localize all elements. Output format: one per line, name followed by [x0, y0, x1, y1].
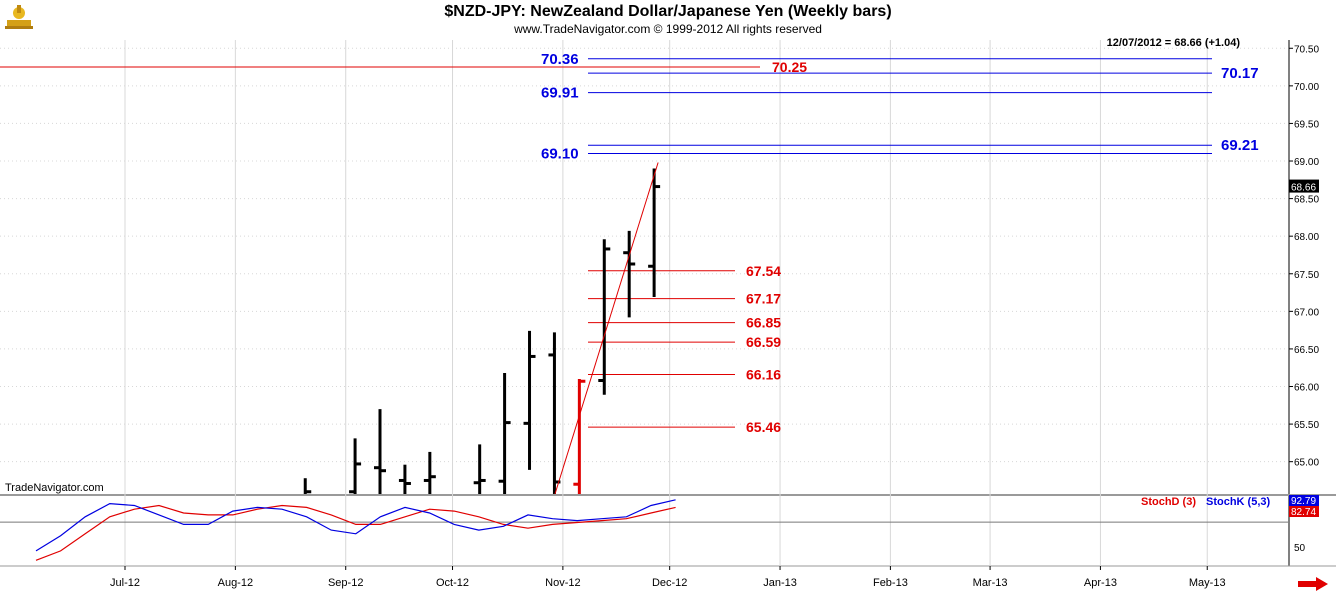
- y-tick-label: 69.50: [1294, 119, 1319, 130]
- last-price-tag: 68.66: [1291, 183, 1316, 194]
- y-tick-label: 65.50: [1294, 420, 1319, 431]
- stoch-k-line: [35, 499, 676, 552]
- red-level-label: 66.59: [746, 334, 781, 350]
- blue-level-label: 70.36: [541, 51, 579, 68]
- chart-subtitle: www.TradeNavigator.com © 1999-2012 All r…: [514, 22, 822, 36]
- stoch-d-line: [35, 504, 676, 561]
- stoch-y-tick-label: 50: [1294, 543, 1306, 554]
- red-level-label: 67.54: [746, 263, 781, 279]
- y-tick-label: 70.50: [1294, 44, 1319, 55]
- red-level-label: 67.17: [746, 291, 781, 307]
- stoch-k-tag-box: [1289, 495, 1319, 506]
- stoch-d-tag: 82.74: [1291, 507, 1316, 518]
- stoch-k-tag: 92.79: [1291, 496, 1316, 507]
- x-tick-label: Jan-13: [763, 577, 797, 589]
- last-value-label: 12/07/2012 = 68.66 (+1.04): [1106, 37, 1240, 49]
- y-tick-label: 66.50: [1294, 345, 1319, 356]
- x-tick-label: Jul-12: [110, 577, 140, 589]
- x-tick-label: May-13: [1189, 577, 1226, 589]
- x-tick-label: Nov-12: [545, 577, 580, 589]
- y-tick-label: 69.00: [1294, 157, 1319, 168]
- y-tick-label: 70.00: [1294, 82, 1319, 93]
- scroll-right-arrow-icon[interactable]: [1298, 577, 1328, 591]
- indicator-panel: [0, 496, 1288, 566]
- red-level-label: 66.16: [746, 366, 781, 382]
- blue-level-label: 69.91: [541, 85, 579, 102]
- x-tick-label: Sep-12: [328, 577, 363, 589]
- x-tick-label: Mar-13: [973, 577, 1008, 589]
- last-price-tag-box: [1289, 179, 1319, 193]
- y-tick-label: 66.00: [1294, 383, 1319, 394]
- x-tick-label: Feb-13: [873, 577, 908, 589]
- stoch-d-legend: StochD (3): [1141, 496, 1196, 508]
- y-tick-label: 65.00: [1294, 458, 1319, 469]
- x-tick-label: Apr-13: [1084, 577, 1117, 589]
- y-tick-label: 67.00: [1294, 307, 1319, 318]
- y-tick-label: 67.50: [1294, 270, 1319, 281]
- y-tick-label: 68.50: [1294, 195, 1319, 206]
- stoch-k-legend: StochK (5,3): [1206, 496, 1271, 508]
- chart-title: $NZD-JPY: NewZealand Dollar/Japanese Yen…: [444, 3, 892, 20]
- trend-line: [554, 162, 659, 494]
- blue-level-label: 70.17: [1221, 65, 1259, 82]
- x-tick-label: Dec-12: [652, 577, 687, 589]
- ohlc-bars-group: [303, 162, 661, 494]
- x-tick-label: Oct-12: [436, 577, 469, 589]
- blue-level-label: 69.21: [1221, 137, 1259, 154]
- stoch-d-tag-box: [1289, 506, 1319, 517]
- price-panel: [0, 40, 1288, 494]
- red-level-label: 65.46: [746, 419, 781, 435]
- trade-navigator-logo-icon: [5, 5, 33, 29]
- y-tick-label: 68.00: [1294, 232, 1319, 243]
- blue-level-label: 69.10: [541, 146, 579, 163]
- watermark-label: TradeNavigator.com: [5, 482, 104, 494]
- red-level-label: 70.25: [772, 59, 807, 75]
- x-tick-label: Aug-12: [218, 577, 253, 589]
- red-level-label: 66.85: [746, 315, 781, 331]
